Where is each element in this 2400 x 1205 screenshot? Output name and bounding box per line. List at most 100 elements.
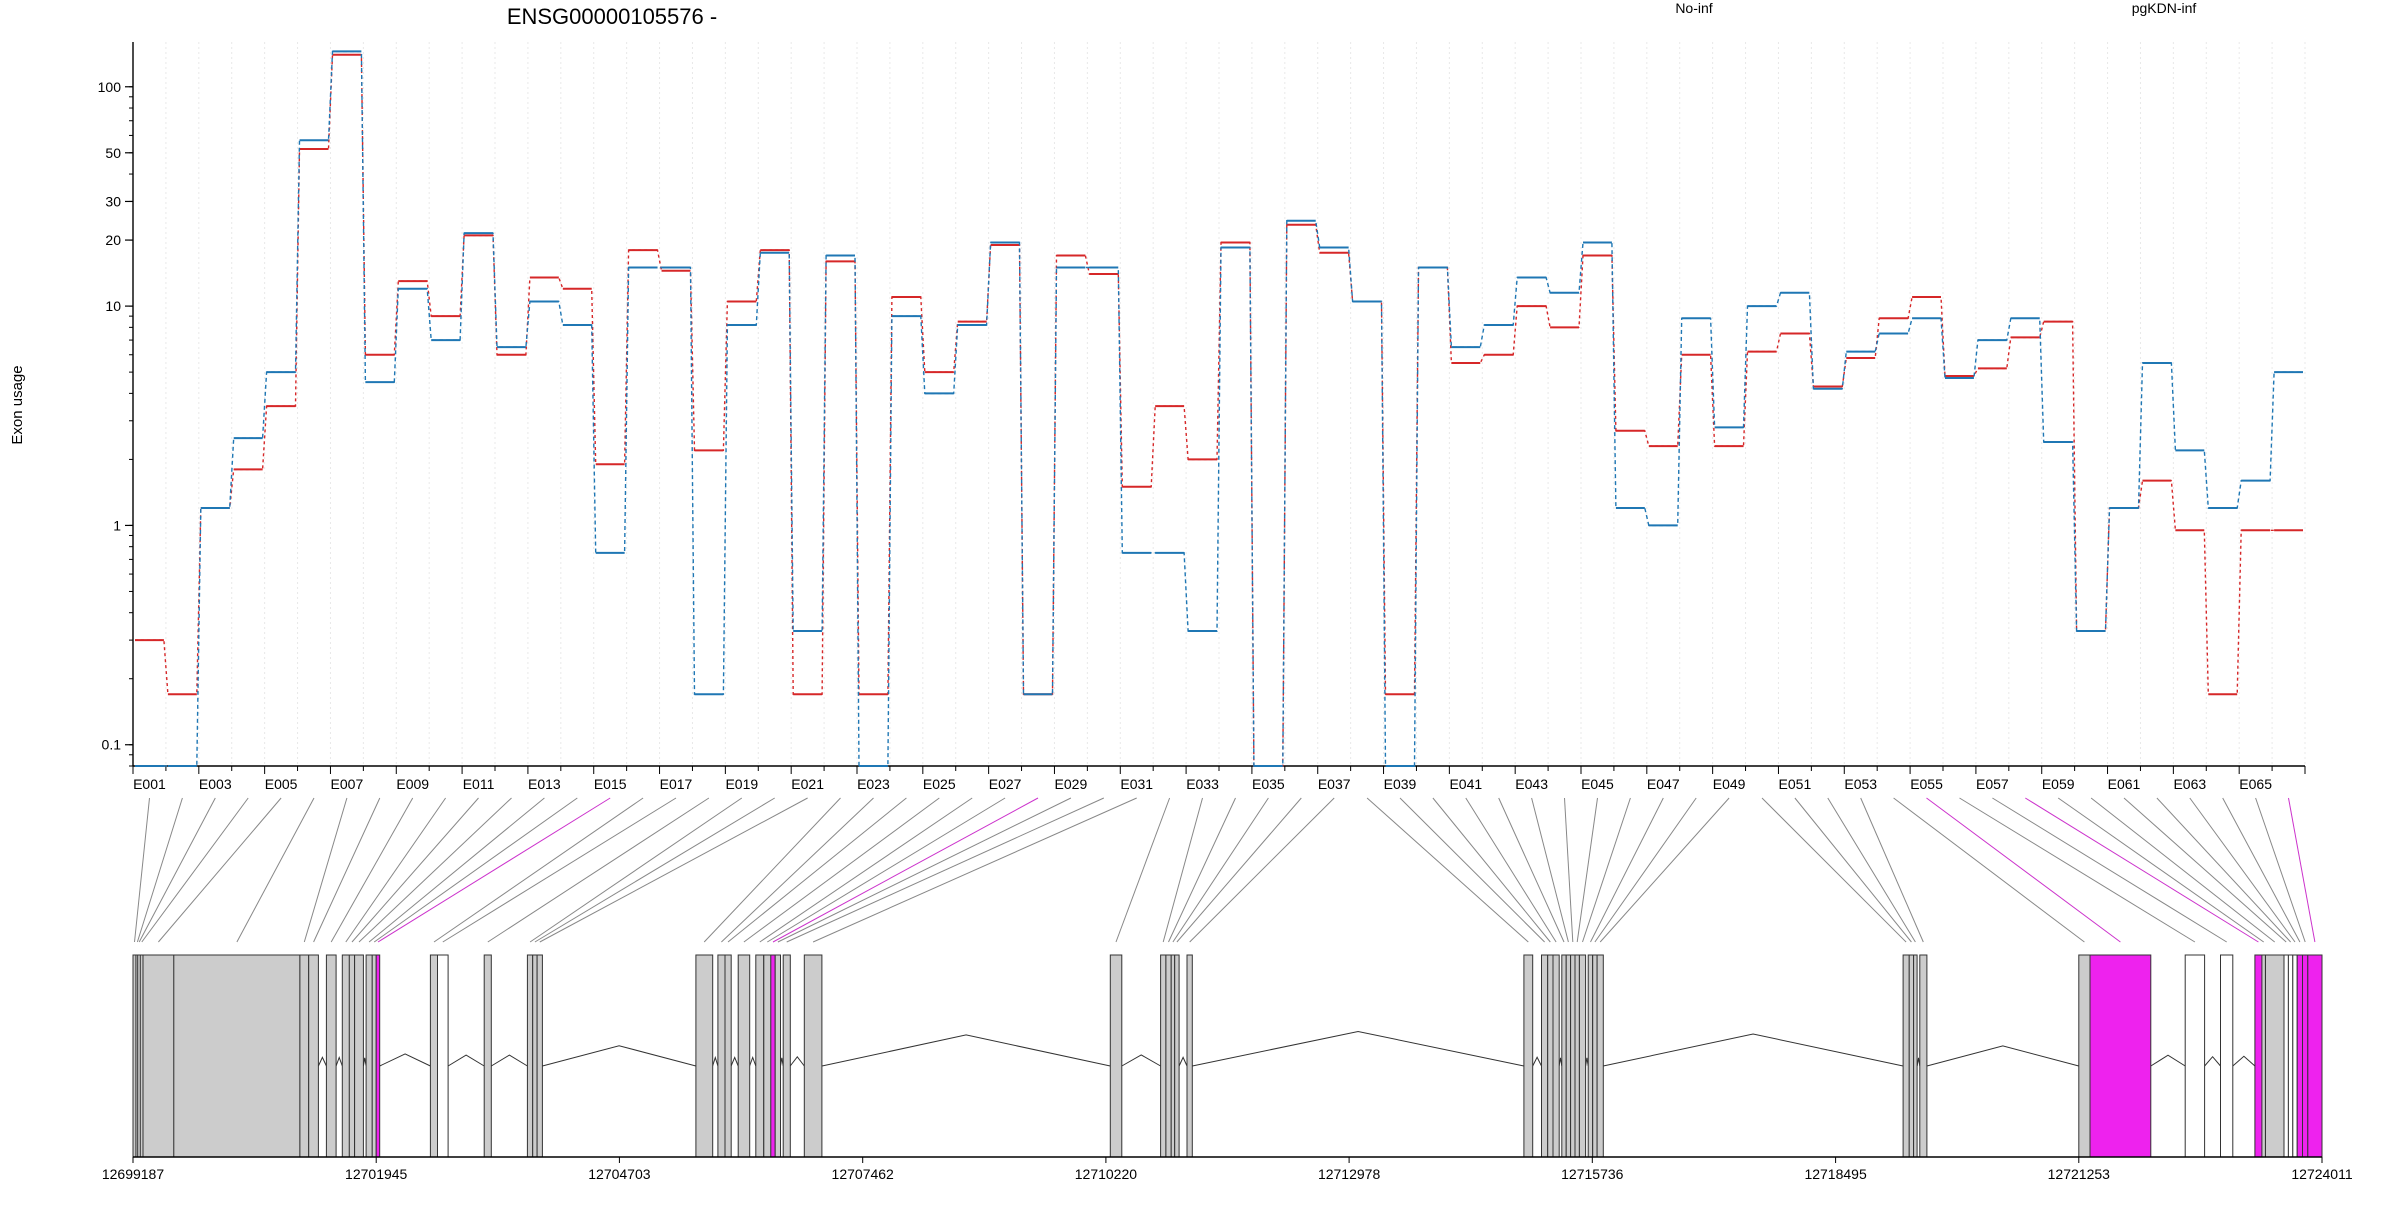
connector-line: [141, 797, 249, 943]
y-tick-label: 20: [105, 232, 121, 248]
genomic-tick-label: 12707462: [832, 1166, 895, 1182]
exon-e055: [2089, 954, 2152, 1158]
intron-line: [2150, 1054, 2186, 1067]
connector-line: [1366, 797, 1529, 943]
connector-line: [2189, 797, 2296, 943]
intron-line: [379, 1053, 431, 1067]
exon-e063: [2292, 954, 2298, 1158]
exon-e041: [1552, 954, 1560, 1158]
connector-line: [2123, 797, 2287, 943]
genomic-tick-label: 12701945: [345, 1166, 408, 1182]
connector-line: [2057, 797, 2264, 943]
exon-e006: [173, 954, 301, 1158]
connector-line: [358, 797, 512, 943]
x-tick-label: E063: [2173, 776, 2206, 792]
y-tick-label: 30: [105, 193, 121, 209]
connector-line: [442, 797, 677, 943]
connector-line: [1576, 797, 1598, 943]
exon-e039: [1541, 954, 1549, 1158]
exon-e025: [737, 954, 751, 1158]
intron-line: [1192, 1030, 1525, 1067]
x-tick-label: E041: [1449, 776, 1482, 792]
series-line: [135, 50, 2303, 767]
connector-line: [1794, 797, 1912, 943]
x-tick-label: E021: [791, 776, 824, 792]
exon-e046: [1578, 954, 1587, 1158]
x-tick-label: E051: [1779, 776, 1812, 792]
exon-e033: [1160, 954, 1167, 1158]
intron-line: [712, 1055, 719, 1067]
connector-line: [1531, 797, 1569, 943]
x-tick-label: E013: [528, 776, 561, 792]
exon-e014: [371, 954, 377, 1158]
connector-line: [313, 797, 381, 943]
connector-line: [487, 797, 710, 943]
connector-line: [236, 797, 315, 943]
x-tick-label: E017: [660, 776, 693, 792]
exon-e035: [1170, 954, 1176, 1158]
chart-title: ENSG00000105576 -: [507, 4, 717, 29]
connector-line: [345, 797, 447, 943]
connector-line: [1761, 797, 1907, 943]
genomic-tick-label: 12721253: [2048, 1166, 2111, 1182]
connector-line: [1189, 797, 1335, 943]
x-tick-label: E037: [1318, 776, 1351, 792]
connector-line: [1893, 797, 2085, 943]
x-tick-label: E003: [199, 776, 232, 792]
connector-line: [2156, 797, 2291, 943]
connector-line: [812, 797, 1137, 943]
connector-line: [134, 797, 150, 943]
exon-e015: [375, 954, 381, 1158]
plot-axes: 0.1 1 10 20 30 50 100 E001 E003 E005 E007 E009 E011 E…: [98, 42, 2306, 792]
y-axis-title: Exon usage: [9, 365, 26, 444]
intron-line: [447, 1054, 485, 1067]
x-tick-label: E005: [265, 776, 298, 792]
exon-e056: [2184, 954, 2206, 1158]
connector-line: [1162, 797, 1203, 943]
exon-e008: [308, 954, 319, 1158]
genomic-axis: 12699187 12701945 12704703 12707462 12710220…: [102, 1156, 2353, 1182]
exon-e053: [1919, 954, 1928, 1158]
connector-line: [721, 797, 874, 943]
connector-line: [1926, 797, 2121, 943]
connector-line: [1590, 797, 1664, 943]
connector-line: [703, 797, 841, 943]
exon-e061: [2283, 954, 2289, 1158]
connector-line: [759, 797, 973, 943]
x-tick-label: E059: [2042, 776, 2075, 792]
intron-line: [789, 1056, 805, 1067]
exon-e026: [755, 954, 765, 1158]
connector-line: [777, 797, 1072, 943]
y-tick-label: 10: [105, 298, 121, 314]
connector-line: [368, 797, 545, 943]
intron-line: [542, 1045, 697, 1067]
y-tick-label: 50: [105, 145, 121, 161]
connector-line: [433, 797, 644, 943]
connector-line: [1176, 797, 1302, 943]
connector-line: [2288, 797, 2316, 943]
intron-line: [1178, 1056, 1188, 1067]
x-tick-label: E035: [1252, 776, 1285, 792]
x-tick-label: E027: [989, 776, 1022, 792]
intron-line: [1121, 1054, 1161, 1067]
intron-line: [821, 1034, 1111, 1067]
connector-line: [1465, 797, 1557, 943]
plot-series: [135, 50, 2303, 767]
connector-line: [727, 797, 907, 943]
connector-line: [1498, 797, 1565, 943]
genomic-tick-label: 12710220: [1075, 1166, 1138, 1182]
exon-e009: [325, 954, 337, 1158]
x-tick-label: E023: [857, 776, 890, 792]
connector-line: [1599, 797, 1730, 943]
exon-e037: [1186, 954, 1193, 1158]
exon-e024: [724, 954, 732, 1158]
exon-e060: [2265, 954, 2285, 1158]
exon-e050: [1902, 954, 1910, 1158]
connector-line: [2025, 797, 2259, 943]
x-tick-label: E057: [1976, 776, 2009, 792]
connector-line: [529, 797, 743, 943]
exon-e043: [1565, 954, 1572, 1158]
plot-grid: [132, 42, 2306, 766]
connector-line: [2222, 797, 2301, 943]
exon-e013: [365, 954, 373, 1158]
